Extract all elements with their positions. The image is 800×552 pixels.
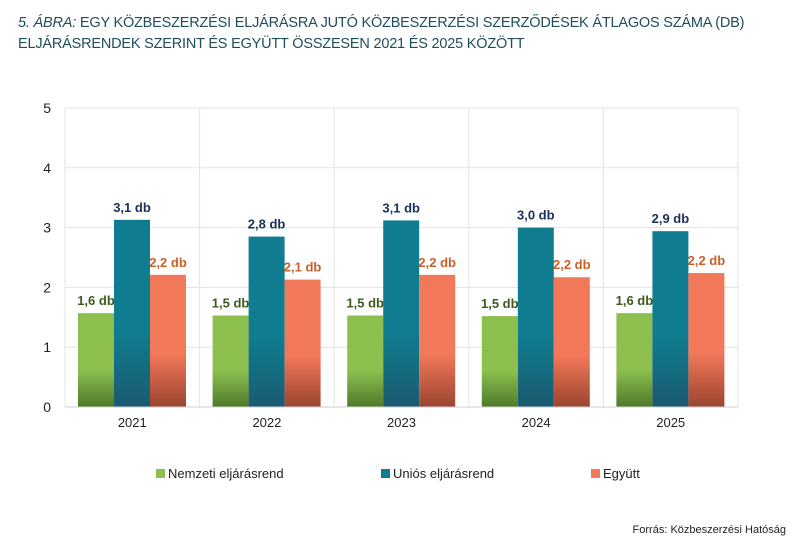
data-label: 1,6 db [77, 293, 115, 308]
data-label: 1,5 db [212, 296, 250, 311]
x-tick-label: 2021 [118, 415, 147, 430]
legend-label: Uniós eljárásrend [393, 466, 494, 481]
legend-swatch [381, 469, 390, 478]
bar [248, 236, 285, 407]
data-label: 3,1 db [382, 200, 420, 215]
data-label: 2,2 db [149, 255, 187, 270]
x-tick-label: 2023 [387, 415, 416, 430]
bar [553, 277, 590, 407]
data-label: 3,1 db [113, 200, 151, 215]
data-label: 2,2 db [418, 255, 456, 270]
y-tick-label: 2 [43, 279, 51, 295]
bar [652, 231, 689, 407]
data-label: 3,0 db [517, 208, 555, 223]
data-label: 1,6 db [616, 293, 654, 308]
legend-swatch [591, 469, 600, 478]
legend-swatch [156, 469, 165, 478]
bar [212, 315, 249, 407]
bar [481, 316, 518, 407]
bar [383, 220, 420, 407]
y-tick-label: 1 [43, 339, 51, 355]
legend-label: Nemzeti eljárásrend [168, 466, 284, 481]
bar [616, 313, 653, 407]
y-tick-label: 0 [43, 399, 51, 415]
data-label: 1,5 db [481, 296, 519, 311]
chart-title: 5. ÁBRA: EGY KÖZBESZERZÉSI ELJÁRÁSRA JUT… [18, 13, 798, 55]
data-label: 2,2 db [688, 253, 726, 268]
bar [78, 313, 114, 407]
legend-label: Együtt [603, 466, 640, 481]
x-tick-label: 2024 [522, 415, 551, 430]
data-label: 1,5 db [346, 296, 384, 311]
data-label: 2,1 db [284, 260, 322, 275]
data-label: 2,8 db [248, 217, 286, 232]
bar [517, 227, 554, 407]
title-text: EGY KÖZBESZERZÉSI ELJÁRÁSRA JUTÓ KÖZBESZ… [18, 15, 745, 52]
y-tick-label: 3 [43, 220, 51, 236]
source-note: Forrás: Közbeszerzési Hatóság [632, 524, 786, 536]
bar [114, 219, 150, 407]
y-tick-label: 4 [43, 160, 51, 176]
title-prefix: 5. ÁBRA: [18, 15, 77, 31]
y-tick-label: 5 [43, 100, 51, 116]
x-tick-label: 2025 [656, 415, 685, 430]
bar [150, 274, 186, 407]
data-label: 2,2 db [553, 257, 591, 272]
bar [347, 315, 384, 407]
bar [284, 279, 321, 407]
bar [419, 274, 456, 407]
x-tick-label: 2022 [252, 415, 281, 430]
data-label: 2,9 db [652, 211, 690, 226]
bar [688, 273, 725, 407]
